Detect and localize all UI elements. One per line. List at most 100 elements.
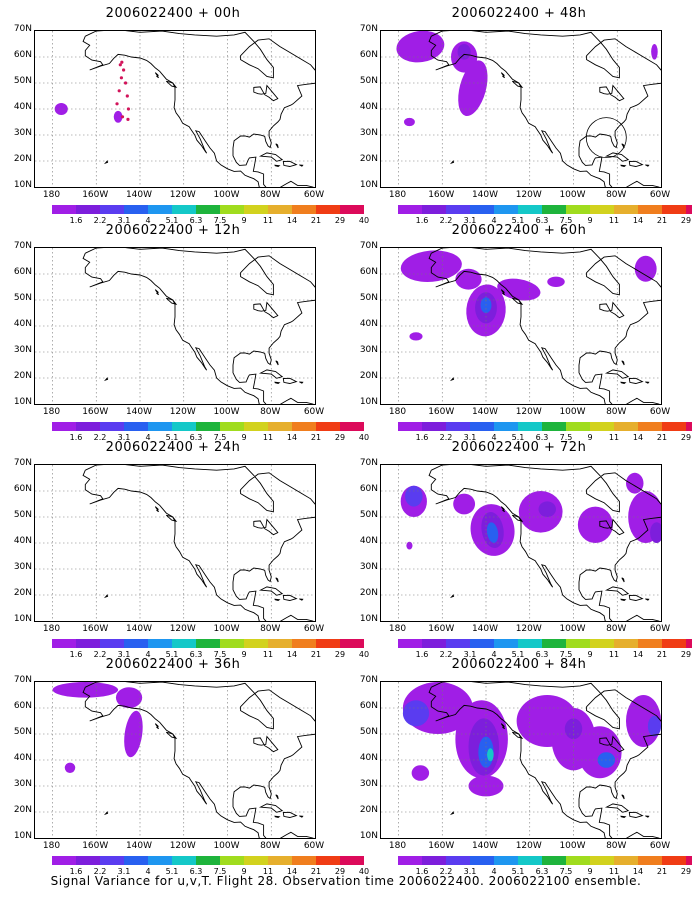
coastline-island (275, 577, 279, 583)
colorbar-swatch (148, 639, 172, 648)
colorbar-label: 40 (358, 650, 370, 659)
colorbar-swatch (446, 856, 470, 865)
colorbar-swatch (566, 856, 590, 865)
colorbar-swatch (494, 856, 518, 865)
colorbar-label: 11 (608, 867, 620, 876)
coastline-pacific (82, 36, 261, 187)
colorbar-swatch (590, 422, 614, 431)
coastline-island (621, 794, 625, 800)
colorbar-label: 21 (310, 433, 322, 442)
colorbar-swatch (316, 205, 340, 214)
colorbar-swatch (196, 422, 220, 431)
colorbar-label: 5.1 (511, 867, 525, 876)
colorbar-swatch (148, 205, 172, 214)
coastline-pacific (82, 470, 261, 621)
latitude-label: 40N (359, 536, 378, 546)
map-panel: 2006022400 + 60h 70N 60N 50N 40N 30N 20N 10N 180… (346, 217, 692, 442)
colorbar-swatch (422, 856, 446, 865)
colorbar-label: 4 (145, 867, 151, 876)
map-canvas (381, 31, 661, 187)
longitude-label: 120W (169, 841, 196, 851)
colorbar-swatch (422, 205, 446, 214)
coastline-island (103, 811, 109, 816)
colorbar-label: 7.5 (213, 433, 227, 442)
longitude-label: 80W (260, 841, 281, 851)
colorbar-swatch (52, 205, 76, 214)
colorbar-swatch (638, 639, 662, 648)
longitude-label: 160W (428, 190, 455, 200)
colorbar (398, 422, 692, 431)
colorbar-label: 29 (334, 867, 346, 876)
longitude-label: 160W (428, 407, 455, 417)
coastline-island (620, 381, 627, 384)
latitude-label: 70N (359, 24, 378, 34)
coastline-pacific (428, 36, 607, 187)
colorbar-label: 9 (241, 216, 247, 225)
colorbar-label: 6.3 (189, 650, 203, 659)
colorbar-label: 5.1 (511, 216, 525, 225)
colorbar-swatch (316, 639, 340, 648)
signal-variance-contour (458, 60, 488, 117)
coastline-island (620, 164, 627, 167)
signal-variance-contour (626, 472, 644, 494)
latitude-label: 20N (359, 371, 378, 381)
coastline-island (628, 594, 644, 601)
panel-title: 2006022400 + 60h (451, 223, 587, 238)
coastline-atlantic (85, 248, 315, 404)
coastline-island (599, 84, 625, 102)
colorbar-label: 3.1 (463, 216, 477, 225)
signal-variance-contour (647, 715, 661, 737)
coastline-island (628, 811, 644, 818)
colorbar-swatch (686, 639, 692, 648)
coastline-island (620, 598, 627, 601)
colorbar-label: 1.6 (415, 867, 429, 876)
latitude-label: 40N (359, 102, 378, 112)
colorbar-label: 5.1 (165, 650, 179, 659)
map-canvas (381, 682, 661, 838)
latitude-label: 30N (13, 345, 32, 355)
longitude-label: 60W (649, 190, 671, 200)
colorbar-swatch (542, 856, 566, 865)
colorbar-swatch (172, 422, 196, 431)
colorbar-label: 29 (334, 650, 346, 659)
colorbar-label: 7.5 (559, 867, 573, 876)
longitude-label: 80W (606, 624, 627, 634)
flight-track-point (126, 117, 130, 121)
coastline-island (604, 152, 630, 162)
longitude-label: 100W (213, 190, 240, 200)
flight-track-point (123, 81, 128, 85)
coastline-island (599, 735, 625, 753)
colorbar-label: 11 (262, 433, 274, 442)
colorbar-swatch (542, 205, 566, 214)
colorbar-swatch (340, 856, 364, 865)
colorbar-label: 14 (632, 433, 644, 442)
signal-variance-contour (402, 700, 430, 727)
colorbar-swatch (614, 856, 638, 865)
longitude-label: 180 (42, 407, 61, 417)
colorbar-label: 4 (145, 216, 151, 225)
map-panel: 2006022400 + 72h 70N 60N 50N 40N 30N 20N 10N 180… (346, 434, 692, 659)
colorbar-swatch (590, 856, 614, 865)
colorbar-label: 29 (334, 216, 346, 225)
colorbar-label: 14 (286, 433, 298, 442)
colorbar-label: 14 (286, 650, 298, 659)
map-frame (34, 30, 316, 188)
colorbar-swatch (398, 422, 422, 431)
longitude-label: 100W (213, 624, 240, 634)
colorbar-label: 3.1 (117, 433, 131, 442)
longitude-label: 80W (606, 841, 627, 851)
colorbar-label: 40 (358, 433, 370, 442)
panel-title: 2006022400 + 00h (105, 6, 241, 21)
map-canvas (35, 465, 315, 621)
colorbar-swatch (100, 422, 124, 431)
longitude-label: 140W (471, 407, 499, 417)
longitude-label: 160W (428, 624, 455, 634)
signal-variance-contour (113, 110, 123, 123)
colorbar-swatch (76, 422, 100, 431)
colorbar-swatch (196, 639, 220, 648)
latitude-label: 30N (13, 562, 32, 572)
colorbar-label: 14 (286, 867, 298, 876)
coastline-island (645, 381, 650, 384)
colorbar-label: 6.3 (535, 650, 549, 659)
colorbar (398, 639, 692, 648)
